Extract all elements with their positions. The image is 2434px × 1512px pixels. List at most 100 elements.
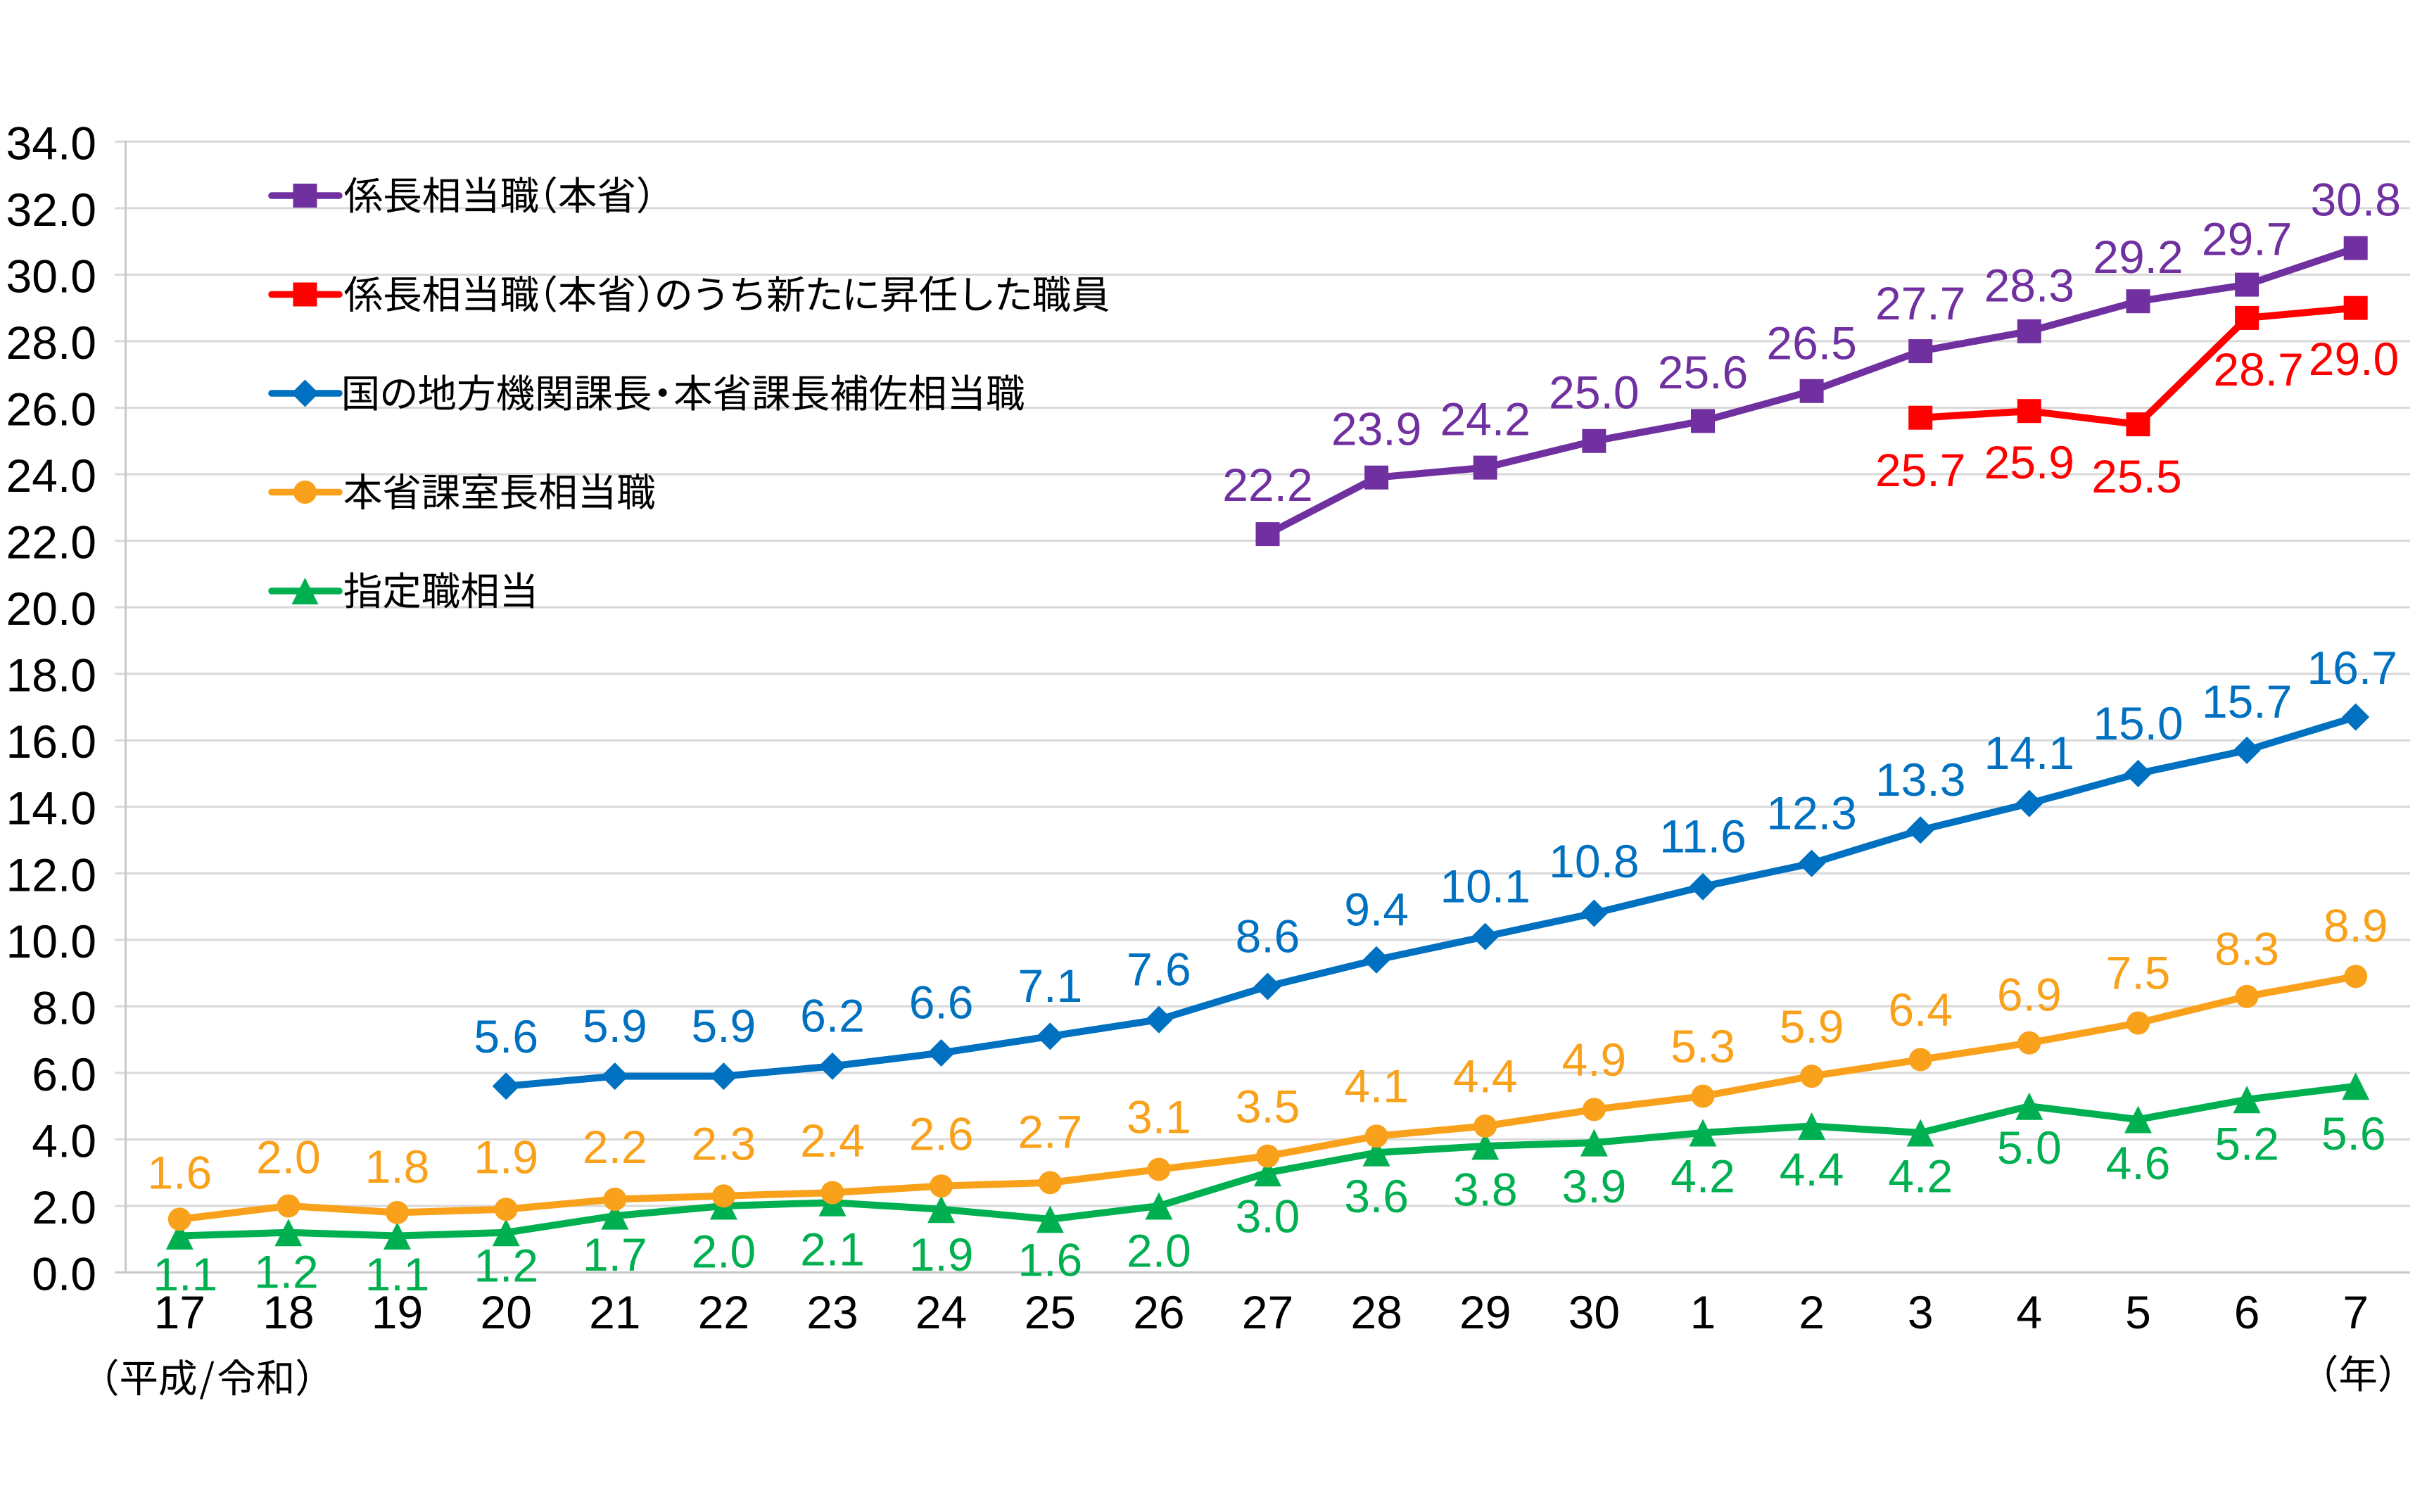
svg-text:4.2: 4.2 <box>1671 1150 1735 1202</box>
svg-text:24.2: 24.2 <box>1440 393 1530 445</box>
svg-text:6: 6 <box>2234 1286 2260 1338</box>
svg-text:1.9: 1.9 <box>474 1131 538 1183</box>
svg-text:7.6: 7.6 <box>1127 944 1191 996</box>
svg-text:21: 21 <box>589 1286 640 1338</box>
svg-text:12.0: 12.0 <box>6 849 96 901</box>
svg-text:29.2: 29.2 <box>2093 231 2183 283</box>
svg-text:2.0: 2.0 <box>1127 1225 1191 1277</box>
svg-text:3.0: 3.0 <box>1236 1190 1300 1242</box>
svg-text:26: 26 <box>1133 1286 1184 1338</box>
svg-text:10.1: 10.1 <box>1440 860 1530 912</box>
svg-text:25.0: 25.0 <box>1549 367 1639 419</box>
svg-text:25.9: 25.9 <box>1984 436 2074 488</box>
svg-text:2.0: 2.0 <box>692 1226 756 1278</box>
svg-text:14.0: 14.0 <box>6 782 96 834</box>
svg-text:30.8: 30.8 <box>2310 173 2400 225</box>
svg-text:6.0: 6.0 <box>32 1048 96 1100</box>
svg-text:24.0: 24.0 <box>6 450 96 502</box>
svg-text:4: 4 <box>2016 1286 2042 1338</box>
svg-text:1.6: 1.6 <box>147 1147 212 1199</box>
svg-text:4.4: 4.4 <box>1780 1143 1844 1195</box>
svg-text:2.2: 2.2 <box>583 1121 647 1173</box>
svg-text:2: 2 <box>1799 1286 1825 1338</box>
svg-text:12.3: 12.3 <box>1766 787 1856 839</box>
svg-text:23.9: 23.9 <box>1331 403 1421 455</box>
svg-text:5.9: 5.9 <box>1780 1000 1844 1053</box>
svg-text:26.5: 26.5 <box>1766 317 1856 369</box>
svg-text:5.9: 5.9 <box>692 1000 756 1052</box>
svg-text:4.9: 4.9 <box>1562 1034 1627 1086</box>
svg-text:1: 1 <box>1690 1286 1716 1338</box>
svg-text:7: 7 <box>2343 1286 2369 1338</box>
svg-text:27: 27 <box>1242 1286 1293 1338</box>
svg-text:20: 20 <box>480 1286 531 1338</box>
svg-text:3.8: 3.8 <box>1453 1164 1518 1216</box>
svg-text:2.4: 2.4 <box>800 1114 865 1167</box>
svg-text:4.1: 4.1 <box>1344 1060 1409 1112</box>
svg-text:29.7: 29.7 <box>2202 212 2292 265</box>
svg-text:5.6: 5.6 <box>2321 1107 2386 1160</box>
svg-text:5: 5 <box>2125 1286 2151 1338</box>
svg-text:2.1: 2.1 <box>800 1223 865 1275</box>
svg-text:19: 19 <box>372 1286 423 1338</box>
svg-text:5.6: 5.6 <box>474 1010 538 1062</box>
svg-text:5.3: 5.3 <box>1671 1020 1735 1072</box>
svg-text:1.2: 1.2 <box>254 1246 319 1298</box>
svg-text:22.2: 22.2 <box>1222 459 1312 511</box>
svg-text:22: 22 <box>698 1286 749 1338</box>
svg-text:10.8: 10.8 <box>1549 835 1639 887</box>
svg-text:16.0: 16.0 <box>6 716 96 768</box>
svg-text:5.2: 5.2 <box>2214 1117 2279 1169</box>
svg-text:1.1: 1.1 <box>153 1248 217 1300</box>
svg-text:25: 25 <box>1025 1286 1076 1338</box>
svg-text:7.5: 7.5 <box>2106 947 2171 999</box>
svg-text:25.6: 25.6 <box>1658 346 1748 398</box>
svg-text:4.4: 4.4 <box>1453 1050 1518 1103</box>
svg-text:3: 3 <box>1908 1286 1934 1338</box>
svg-text:9.4: 9.4 <box>1344 883 1409 935</box>
svg-text:10.0: 10.0 <box>6 915 96 967</box>
svg-text:1.1: 1.1 <box>365 1248 430 1300</box>
svg-text:8.9: 8.9 <box>2324 900 2388 952</box>
svg-text:2.6: 2.6 <box>909 1107 974 1160</box>
svg-text:17: 17 <box>154 1286 205 1338</box>
svg-text:20.0: 20.0 <box>6 583 96 635</box>
svg-text:18: 18 <box>262 1286 314 1338</box>
svg-text:26.0: 26.0 <box>6 383 96 436</box>
svg-text:3.9: 3.9 <box>1562 1160 1627 1212</box>
svg-text:28.0: 28.0 <box>6 317 96 369</box>
svg-text:3.5: 3.5 <box>1236 1080 1300 1132</box>
svg-text:18.0: 18.0 <box>6 649 96 701</box>
svg-text:14.1: 14.1 <box>1984 727 2074 779</box>
svg-text:1.9: 1.9 <box>909 1228 974 1281</box>
svg-text:13.3: 13.3 <box>1875 754 1965 806</box>
svg-text:3.1: 3.1 <box>1127 1091 1191 1143</box>
svg-text:3.6: 3.6 <box>1344 1170 1409 1222</box>
svg-text:0.0: 0.0 <box>32 1248 96 1300</box>
svg-text:1.7: 1.7 <box>583 1228 647 1281</box>
svg-text:8.0: 8.0 <box>32 981 96 1034</box>
svg-text:6.9: 6.9 <box>1997 968 2062 1020</box>
svg-text:22.0: 22.0 <box>6 516 96 568</box>
svg-text:30: 30 <box>1568 1286 1620 1338</box>
svg-text:8.3: 8.3 <box>2214 923 2279 975</box>
svg-text:7.1: 7.1 <box>1018 960 1082 1012</box>
svg-text:29.0: 29.0 <box>2309 333 2399 385</box>
svg-text:34.0: 34.0 <box>6 117 96 169</box>
svg-text:4.0: 4.0 <box>32 1114 96 1167</box>
svg-text:28.7: 28.7 <box>2213 343 2303 395</box>
svg-text:15.0: 15.0 <box>2093 697 2183 749</box>
svg-text:25.7: 25.7 <box>1875 444 1965 496</box>
svg-text:5.0: 5.0 <box>1997 1122 2062 1174</box>
svg-text:4.6: 4.6 <box>2106 1137 2171 1189</box>
svg-text:24: 24 <box>915 1286 967 1338</box>
svg-text:5.9: 5.9 <box>583 1000 647 1052</box>
svg-text:1.2: 1.2 <box>474 1240 538 1292</box>
svg-text:27.7: 27.7 <box>1875 277 1965 329</box>
svg-text:11.6: 11.6 <box>1659 810 1747 862</box>
svg-text:6.4: 6.4 <box>1888 984 1953 1036</box>
svg-text:2.0: 2.0 <box>32 1181 96 1233</box>
svg-text:30.0: 30.0 <box>6 250 96 302</box>
svg-text:1.6: 1.6 <box>1018 1234 1082 1286</box>
svg-text:15.7: 15.7 <box>2202 675 2292 728</box>
